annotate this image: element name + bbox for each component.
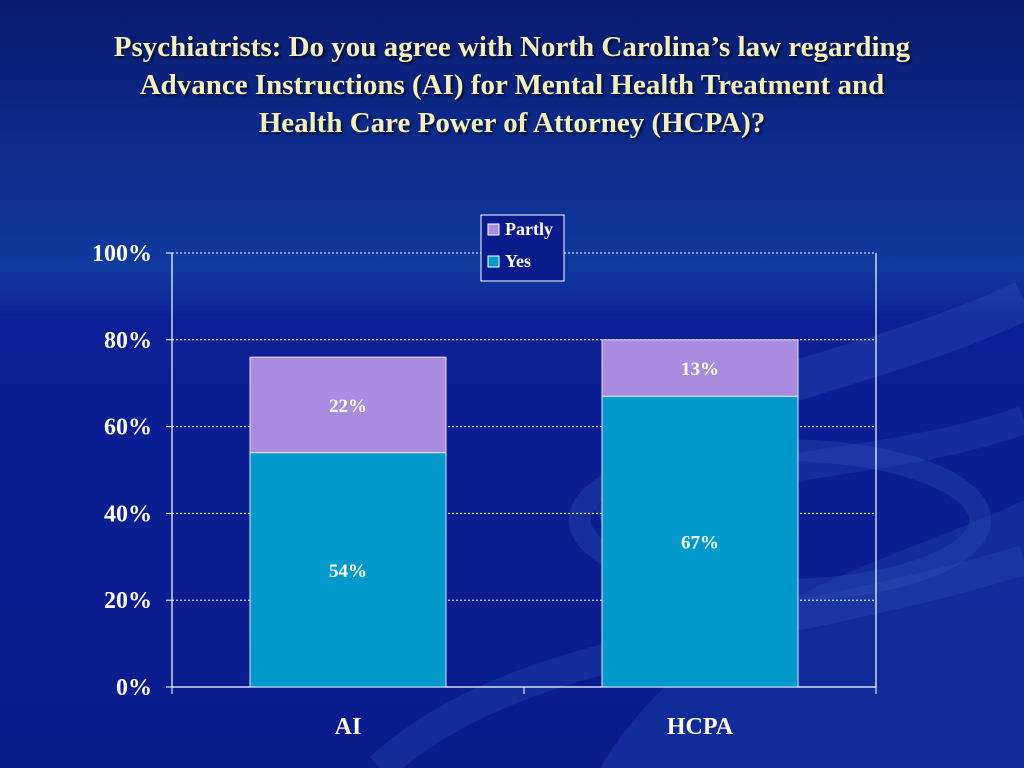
slide-title: Psychiatrists: Do you agree with North C… bbox=[20, 28, 1004, 142]
bar-yes-hcpa bbox=[601, 395, 799, 688]
x-category-label: AI bbox=[335, 714, 362, 740]
data-label: 54% bbox=[329, 561, 367, 582]
legend-label-yes: Yes bbox=[505, 251, 531, 271]
y-tick-label: 100% bbox=[92, 241, 152, 267]
bar-yes-ai bbox=[249, 452, 447, 688]
y-tick-label: 80% bbox=[104, 328, 152, 354]
legend-label-partly: Partly bbox=[505, 219, 553, 239]
title-line-1: Psychiatrists: Do you agree with North C… bbox=[113, 31, 911, 63]
y-tick-label: 60% bbox=[104, 415, 152, 441]
x-category-label: HCPA bbox=[667, 714, 734, 740]
y-tick-label: 0% bbox=[116, 675, 152, 701]
legend-swatch-yes bbox=[487, 255, 500, 268]
data-label: 67% bbox=[681, 533, 719, 554]
data-label: 13% bbox=[681, 359, 719, 380]
title-line-2: Advance Instructions (AI) for Mental Hea… bbox=[139, 69, 885, 101]
legend-swatch-partly bbox=[487, 223, 500, 236]
title-line-3: Health Care Power of Attorney (HCPA)? bbox=[258, 107, 766, 139]
bar-partly-ai bbox=[249, 356, 447, 454]
y-tick-label: 40% bbox=[104, 501, 152, 527]
bar-partly-hcpa bbox=[601, 339, 799, 397]
data-label: 22% bbox=[329, 396, 367, 417]
y-tick-label: 20% bbox=[104, 588, 152, 614]
